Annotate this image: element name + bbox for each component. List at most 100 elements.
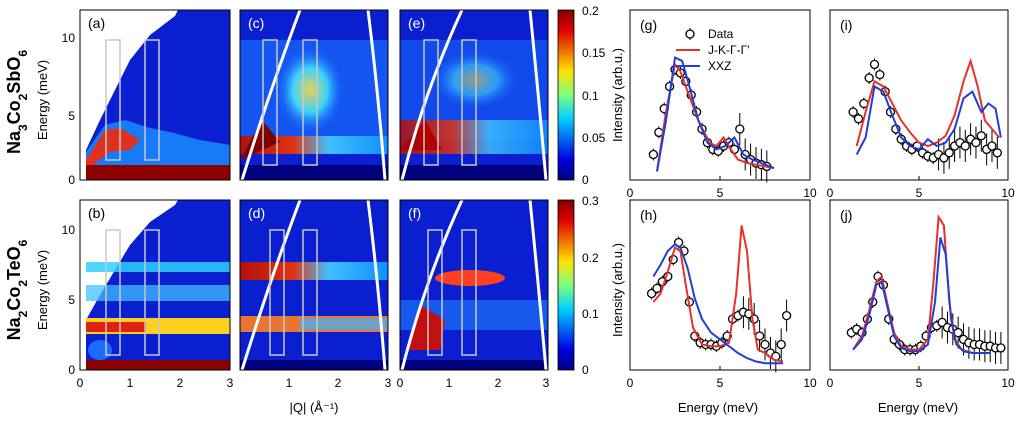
map-ylabel-bottom: Energy (meV): [35, 250, 50, 330]
cbar-tick: 0: [582, 363, 589, 377]
data-point: [976, 131, 986, 141]
xtick-label: 10: [803, 186, 817, 200]
spectrum-panel-i: (i) 0 5 10: [827, 9, 1015, 200]
ytick: 10: [62, 31, 76, 45]
data-point: [960, 141, 970, 151]
data-point: [648, 149, 659, 160]
xtick-label: 5: [916, 376, 923, 390]
colorbar-bottom: 0.3 0.2 0.1 0: [557, 194, 599, 377]
xtick-label: 0: [827, 186, 834, 200]
colorbar-top: 0.2 0.15 0.1 0.05 0: [557, 4, 606, 187]
ytick: 0: [68, 173, 75, 187]
panel-label-a: (a): [88, 15, 105, 31]
jkg-line: [855, 57, 1000, 148]
map-y-ticks-top: 0 5 10: [62, 31, 76, 187]
xtick: 0: [397, 376, 404, 390]
xtick: 0: [77, 376, 84, 390]
xtick: 1: [446, 376, 453, 390]
row-label-teo: Na2Co2TeO6: [4, 239, 30, 340]
data-point: [869, 59, 880, 70]
data-point: [735, 124, 745, 134]
ytick: 5: [68, 109, 75, 123]
ytick: 0: [68, 363, 75, 377]
spectrum-panel-h: (h) 0 5 10: [627, 199, 817, 390]
data-point: [875, 69, 885, 80]
map-panel-e: (e): [399, 9, 549, 181]
data-point: [987, 141, 997, 151]
data-point: [864, 73, 874, 83]
map-panel-c: (c): [239, 9, 389, 181]
xtick-label: 5: [717, 376, 724, 390]
xtick-label: 0: [627, 376, 634, 390]
data-point: [652, 283, 662, 294]
panel-label: (j): [840, 207, 852, 223]
map-x-ticks: 0 1 2 3 1 2 3 0 1 2 3: [77, 376, 550, 390]
panel-label-f: (f): [408, 205, 421, 221]
cbar-tick: 0.1: [582, 89, 599, 103]
data-point: [992, 148, 1002, 158]
panel-label: (g): [640, 17, 657, 33]
spectrum-ylabel-bottom: Intensity (arb.u.): [610, 243, 625, 337]
map-ylabel-top: Energy (meV): [35, 60, 50, 140]
row-label-sbo: Na3Co2SbO6: [4, 50, 30, 154]
legend-data-label: Data: [708, 27, 734, 41]
xtick: 1: [127, 376, 134, 390]
xtick-label: 0: [627, 186, 634, 200]
panel-label-d: (d): [248, 205, 265, 221]
spectrum-panel-j: (j) 0 5 10: [827, 199, 1015, 390]
xtick: 3: [543, 376, 550, 390]
intensity-maps: (a) (c): [79, 9, 549, 371]
data-point: [760, 339, 770, 350]
cbar-tick: 0.1: [582, 307, 599, 321]
data-point: [848, 107, 858, 117]
cbar-tick: 0.3: [582, 194, 599, 208]
cbar-tick: 0.2: [582, 251, 599, 265]
panel-label-b: (b): [88, 205, 105, 221]
xtick-label: 10: [803, 376, 817, 390]
cbar-tick: 0.05: [582, 131, 606, 145]
spectrum-xlabel-right: Energy (meV): [878, 400, 958, 415]
ytick: 10: [62, 223, 76, 237]
map-panel-d: (d): [239, 199, 389, 371]
xtick: 3: [385, 376, 392, 390]
panel-label-c: (c): [248, 15, 264, 31]
spectrum-panel-g: (g) 0 5 10: [627, 9, 817, 200]
xtick: 3: [227, 376, 234, 390]
xtick-label: 5: [717, 186, 724, 200]
map-panel-b: (b): [79, 199, 231, 371]
data-point: [776, 339, 786, 350]
xtick: 2: [495, 376, 502, 390]
cbar-tick: 0.15: [582, 46, 606, 60]
map-panel-f: (f): [399, 199, 549, 371]
xxz-line: [855, 84, 1002, 155]
data-point: [944, 148, 954, 158]
data-point: [996, 343, 1006, 353]
xtick: 1: [286, 376, 293, 390]
legend-jkg-label: J-K-Γ-Γ′: [708, 43, 750, 57]
map-panel-a: (a): [79, 9, 231, 181]
xtick-label: 0: [827, 376, 834, 390]
map-xlabel: |Q| (Å⁻¹): [290, 400, 339, 415]
xtick-label: 5: [916, 186, 923, 200]
xtick: 2: [177, 376, 184, 390]
spectrum-ylabel-top: Intensity (arb.u.): [610, 48, 625, 142]
jkg-line: [652, 225, 784, 363]
legend: Data J-K-Γ-Γ′ XXZ: [676, 27, 750, 73]
data-point: [781, 310, 792, 321]
legend-xxz-label: XXZ: [708, 59, 731, 73]
xxz-line: [852, 237, 991, 354]
panel-label: (h): [640, 207, 657, 223]
cbar-tick: 0: [582, 173, 589, 187]
ytick: 5: [68, 293, 75, 307]
legend-data-marker: [685, 29, 695, 39]
spectrum-xlabel-left: Energy (meV): [678, 400, 758, 415]
xxz-line: [652, 242, 783, 365]
panel-label-e: (e): [408, 15, 425, 31]
map-y-ticks-bottom: 0 5 10: [62, 223, 76, 377]
data-point: [971, 137, 981, 148]
xxz-line: [656, 56, 775, 172]
cbar-tick: 0.2: [582, 4, 599, 18]
panel-label: (i): [840, 17, 852, 33]
xtick: 2: [335, 376, 342, 390]
